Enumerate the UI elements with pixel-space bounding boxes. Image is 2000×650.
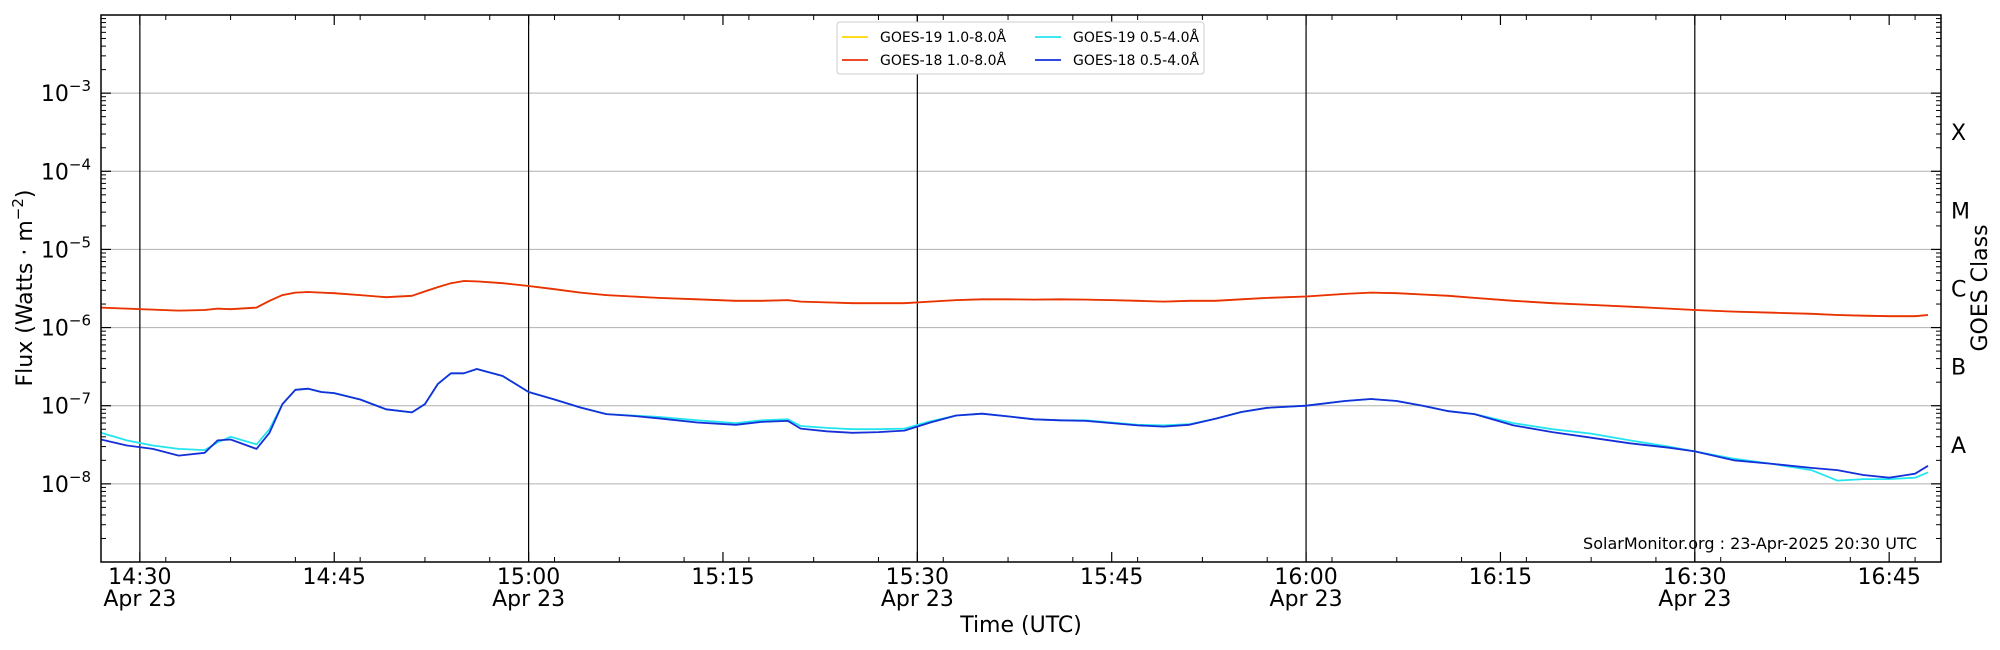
y-tick-label: 10−8 [41,468,91,498]
right-axis-title: GOES Class [1968,224,1993,351]
goes-class-label: M [1951,199,1970,224]
date-vertical-lines [139,15,1696,562]
x-tick-label: 16:45 [1857,565,1920,590]
x-tick-label: 15:00 [497,565,560,590]
x-tick-label: 15:30 [886,565,949,590]
legend-box [836,21,1205,75]
goes-class-label: B [1951,356,1966,381]
y-tick-label: 10−4 [41,155,91,185]
legend-label-goes18-long: GOES-18 1.0-8.0Å [880,52,1006,69]
x-tick-label: 14:45 [303,565,366,590]
series-lines [100,280,1929,482]
legend: GOES-19 1.0-8.0Å GOES-18 1.0-8.0Å GOES-1… [836,21,1205,75]
gridlines [101,92,1941,485]
y-tick-label: 10−5 [41,233,91,263]
y-tick-label: 10−3 [41,77,91,107]
x-tick-date-label: Apr 23 [103,587,176,612]
goes-class-label: A [1951,434,1966,459]
y-tick-label: 10−7 [41,390,91,420]
x-tick-date-label: Apr 23 [881,587,954,612]
legend-label-goes18-short: GOES-18 0.5-4.0Å [1073,52,1199,69]
x-tick-date-label: Apr 23 [1270,587,1343,612]
x-tick-label: 16:15 [1469,565,1532,590]
x-tick-label: 15:45 [1080,565,1143,590]
x-axis-title: Time (UTC) [959,613,1082,638]
y-axis-ticks: 10−8 10−7 10−6 10−5 10−4 10−3 [41,18,1941,539]
y-tick-label: 10−6 [41,312,91,342]
x-tick-date-label: Apr 23 [1658,587,1731,612]
goes-class-label: C [1951,278,1966,303]
goes-class-label: X [1951,121,1966,146]
x-tick-label: 16:00 [1274,565,1337,590]
plot-frame [100,14,1942,563]
series-line-1 [100,280,1929,318]
x-tick-label: 16:30 [1663,565,1726,590]
x-tick-label: 15:15 [691,565,754,590]
credit-text: SolarMonitor.org : 23-Apr-2025 20:30 UTC [1583,534,1917,553]
goes-class-labels: A B C M X [1951,121,1970,459]
legend-label-goes19-short: GOES-19 0.5-4.0Å [1073,29,1199,46]
series-line-3 [100,368,1929,479]
legend-label-goes19-long: GOES-19 1.0-8.0Å [880,29,1006,46]
x-tick-label: 14:30 [108,565,171,590]
y-axis-title: Flux (Watts · m−2) [9,190,38,387]
x-tick-date-label: Apr 23 [492,587,565,612]
